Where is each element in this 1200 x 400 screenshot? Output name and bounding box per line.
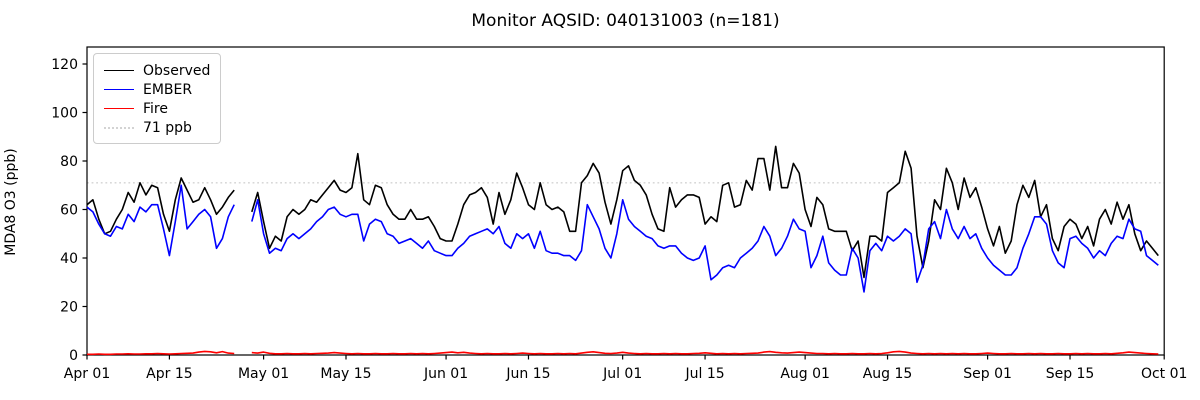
- legend-item-observed: Observed: [104, 61, 210, 80]
- observed-line-swatch: [104, 70, 134, 71]
- x-tick-label: May 15: [320, 366, 371, 382]
- series-line-fire: [87, 350, 1159, 356]
- legend: Observed EMBER Fire 71 ppb: [93, 53, 222, 144]
- legend-label: Observed: [143, 62, 211, 79]
- y-tick-label: 60: [60, 203, 78, 219]
- x-tick-label: Aug 01: [780, 366, 830, 382]
- legend-label: EMBER: [143, 81, 193, 98]
- x-tick-label: Aug 15: [863, 366, 913, 382]
- y-tick-label: 120: [51, 57, 78, 73]
- x-tick-label: Sep 15: [1046, 366, 1095, 382]
- series-line-ember: [86, 184, 1159, 293]
- ember-line-swatch: [104, 89, 134, 90]
- fire-line-swatch: [104, 108, 134, 109]
- chart-title: Monitor AQSID: 040131003 (n=181): [471, 11, 780, 31]
- y-tick-label: 100: [51, 106, 78, 122]
- legend-label: Fire: [143, 100, 168, 117]
- x-tick-label: Jul 15: [684, 366, 724, 382]
- y-tick-label: 0: [69, 348, 78, 364]
- threshold-line-swatch: [104, 126, 134, 129]
- legend-label: 71 ppb: [143, 119, 192, 136]
- x-tick-label: Apr 01: [64, 366, 110, 382]
- x-tick-label: Apr 15: [146, 366, 192, 382]
- x-tick-label: Jun 01: [423, 366, 468, 382]
- x-tick-label: May 01: [238, 366, 289, 382]
- x-tick-label: Jul 01: [602, 366, 642, 382]
- series-line-observed: [86, 145, 1159, 279]
- legend-item-ember: EMBER: [104, 80, 210, 99]
- x-tick-label: Jun 15: [505, 366, 550, 382]
- legend-item-threshold: 71 ppb: [104, 118, 210, 137]
- axes-border: [86, 46, 1165, 356]
- x-tick-label: Oct 01: [1141, 366, 1187, 382]
- y-tick-label: 40: [60, 251, 78, 267]
- legend-item-fire: Fire: [104, 99, 210, 118]
- x-tick-label: Sep 01: [963, 366, 1012, 382]
- y-tick-label: 20: [60, 300, 78, 316]
- y-tick-label: 80: [60, 154, 78, 170]
